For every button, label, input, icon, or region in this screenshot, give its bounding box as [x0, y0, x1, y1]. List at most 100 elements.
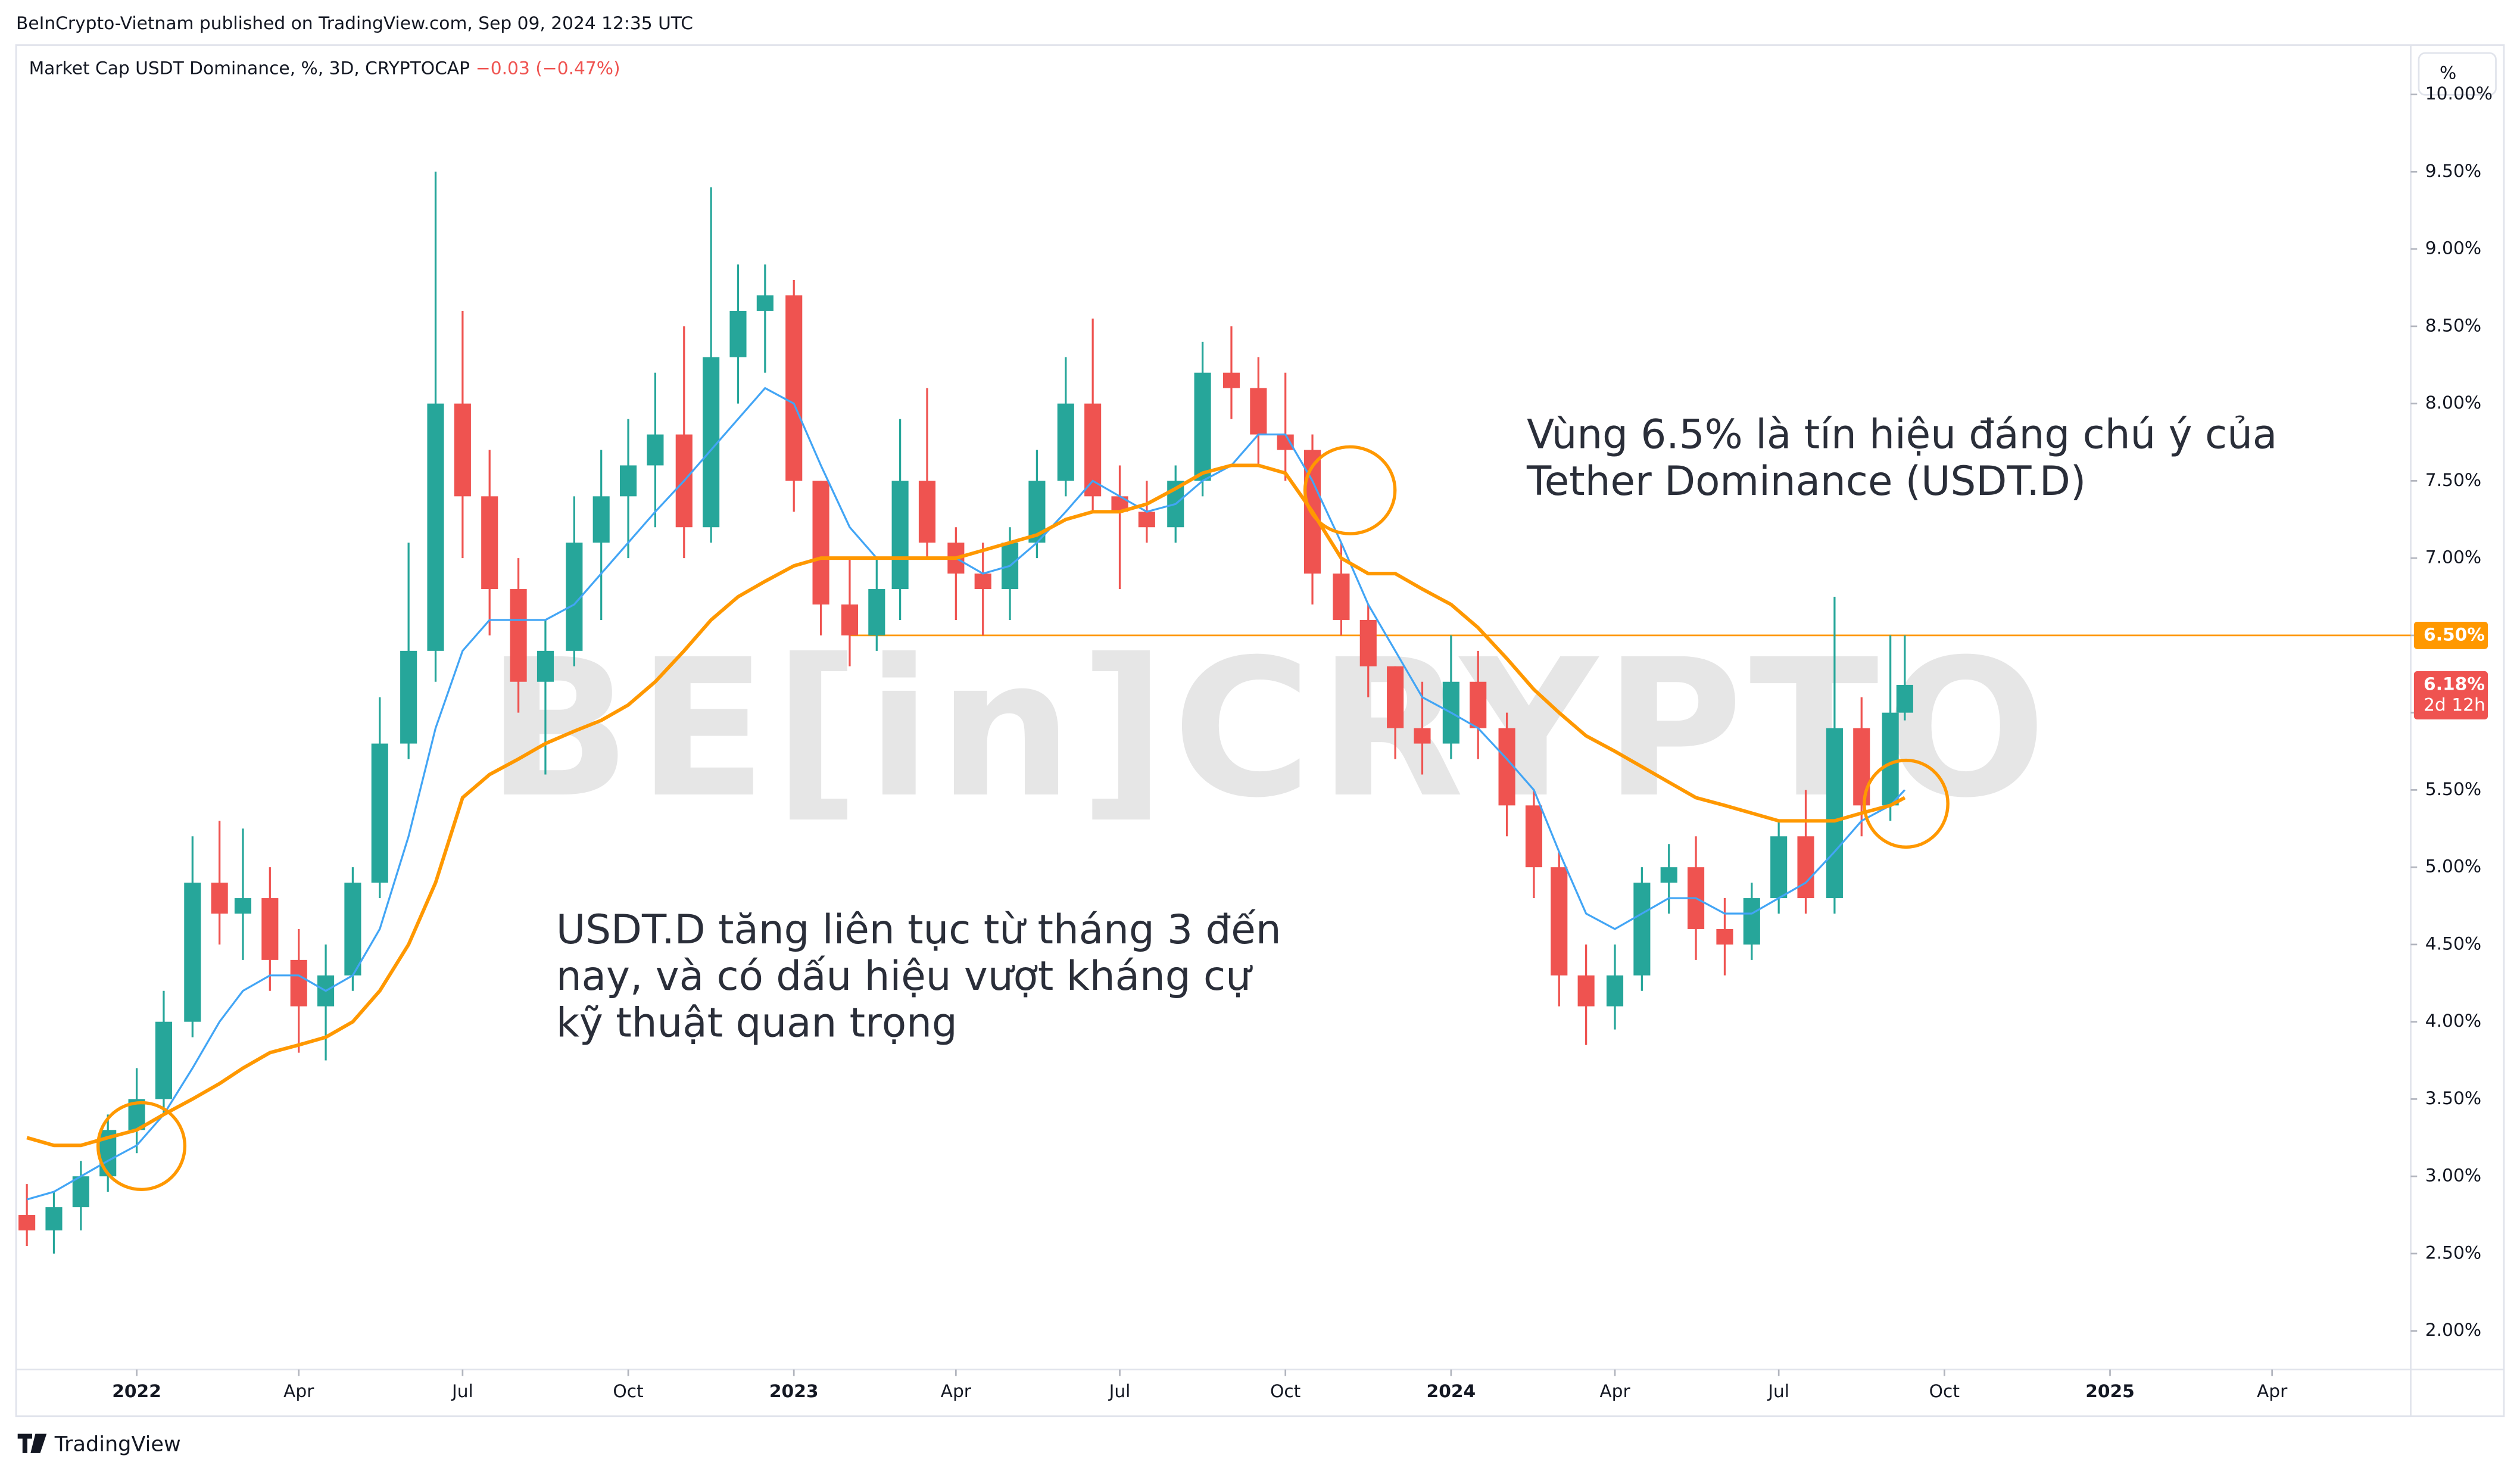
y-tick-label: 10.00%	[2425, 83, 2493, 104]
candle-body	[510, 589, 527, 682]
candle-body	[1797, 836, 1814, 899]
candle-body	[1826, 728, 1843, 899]
candle-body	[290, 959, 307, 1006]
y-tick-label: 3.00%	[2425, 1165, 2481, 1186]
candle-body	[184, 883, 201, 1022]
candle-body	[481, 496, 498, 590]
candle-body	[1525, 805, 1543, 868]
candle-body	[1716, 928, 1733, 945]
x-tick-label: Oct	[1270, 1380, 1300, 1401]
candle-body	[1138, 512, 1155, 528]
candle-body	[537, 650, 554, 682]
candle-body	[918, 481, 936, 543]
candle-body	[45, 1207, 63, 1230]
candle-body	[211, 883, 228, 914]
candle-body	[371, 743, 388, 883]
price-label-box	[2413, 621, 2488, 649]
candle-body	[1194, 372, 1211, 481]
candle-body	[785, 295, 803, 481]
footer-brand: TradingView	[54, 1432, 181, 1456]
annotation-text: nay, và có dấu hiệu vượt kháng cự	[556, 952, 1253, 999]
y-tick-label: 2.00%	[2425, 1319, 2481, 1340]
y-tick-label: 4.00%	[2425, 1010, 2481, 1031]
symbol-title: Market Cap USDT Dominance, %, 3D, CRYPTO…	[29, 58, 470, 79]
candle-body	[1577, 975, 1595, 1006]
x-tick-label: Apr	[941, 1380, 972, 1401]
candle-body	[234, 898, 252, 914]
highlight-circle	[1303, 445, 1397, 535]
annotation-text: kỹ thuật quan trọng	[556, 999, 958, 1046]
x-tick-label: 2024	[1427, 1380, 1476, 1401]
y-tick-label: 5.00%	[2425, 856, 2481, 877]
candle-body	[974, 574, 991, 590]
y-tick-label: 9.50%	[2425, 160, 2481, 181]
candle-body	[400, 650, 417, 744]
candle-body	[454, 403, 471, 497]
candle-body	[1359, 619, 1377, 666]
candle-body	[344, 883, 361, 976]
plot-area: Vùng 6.5% là tín hiệu đáng chú ý củaTeth…	[18, 172, 2411, 1254]
y-tick-label: 3.50%	[2425, 1087, 2481, 1108]
price-label: 6.18%	[2424, 673, 2485, 694]
x-tick-label: Jul	[451, 1380, 473, 1401]
candle-body	[1057, 403, 1074, 481]
candle-body	[155, 1021, 172, 1099]
highlight-circle	[1863, 758, 1950, 849]
x-tick-label: Jul	[1767, 1380, 1789, 1401]
annotation-text: Tether Dominance (USDT.D)	[1526, 457, 2086, 504]
y-tick-label: 7.50%	[2425, 469, 2481, 490]
scale-button-label[interactable]: %	[2440, 63, 2456, 83]
change: −0.03 (−0.47%)	[476, 58, 620, 79]
y-tick-label: 2.50%	[2425, 1242, 2481, 1263]
footer-logo	[17, 1434, 47, 1453]
candle-body	[72, 1176, 89, 1208]
candle-body	[1333, 574, 1350, 620]
candle-body	[868, 589, 885, 635]
candle-body	[592, 496, 610, 543]
y-tick-label: 9.00%	[2425, 238, 2481, 258]
candle-body	[619, 465, 637, 497]
x-tick-label: 2022	[112, 1380, 161, 1401]
candle-body	[1277, 434, 1294, 450]
candle-body	[1896, 684, 1913, 713]
highlight-circle	[96, 1101, 187, 1191]
candle-body	[1551, 867, 1568, 976]
price-label-box	[2413, 671, 2488, 719]
annotation-text: USDT.D tăng liên tục từ tháng 3 đến	[556, 906, 1281, 953]
candle-body	[1250, 388, 1267, 435]
x-tick-label: Apr	[283, 1380, 314, 1401]
candle-body	[1606, 975, 1624, 1006]
candle-body	[1633, 883, 1651, 976]
x-tick-label: Jul	[1108, 1380, 1131, 1401]
candle-body	[1882, 712, 1899, 806]
candle-body	[261, 898, 279, 960]
candle-body	[1660, 867, 1677, 883]
x-tick-label: Apr	[1599, 1380, 1630, 1401]
scale-button[interactable]	[2418, 52, 2497, 96]
moving-average	[26, 463, 1906, 1148]
candle-body	[1770, 836, 1788, 899]
y-tick-label: 8.50%	[2425, 314, 2481, 335]
y-tick-label: 7.00%	[2425, 547, 2481, 568]
candle-body	[1222, 372, 1240, 388]
candle-body	[427, 403, 444, 651]
candle-body	[1414, 728, 1431, 744]
price-countdown: 2d 12h	[2424, 694, 2485, 715]
price-label: 6.50%	[2424, 624, 2485, 644]
candle-body	[1084, 403, 1102, 497]
x-tick-label: 2023	[769, 1380, 819, 1401]
published-line: BeInCrypto-Vietnam published on TradingV…	[16, 13, 693, 33]
x-tick-label: Oct	[613, 1380, 643, 1401]
y-tick-label: 4.50%	[2425, 933, 2481, 953]
candle-body	[841, 604, 859, 635]
candle-body	[647, 434, 664, 466]
candle-body	[1470, 681, 1487, 728]
pane-border	[15, 44, 2505, 1417]
x-tick-label: 2025	[2085, 1380, 2135, 1401]
y-tick-label: 5.50%	[2425, 778, 2481, 799]
candle-body	[18, 1215, 36, 1230]
watermark: BE[in]CRYPTO	[486, 619, 2053, 840]
candle-body	[812, 481, 829, 604]
